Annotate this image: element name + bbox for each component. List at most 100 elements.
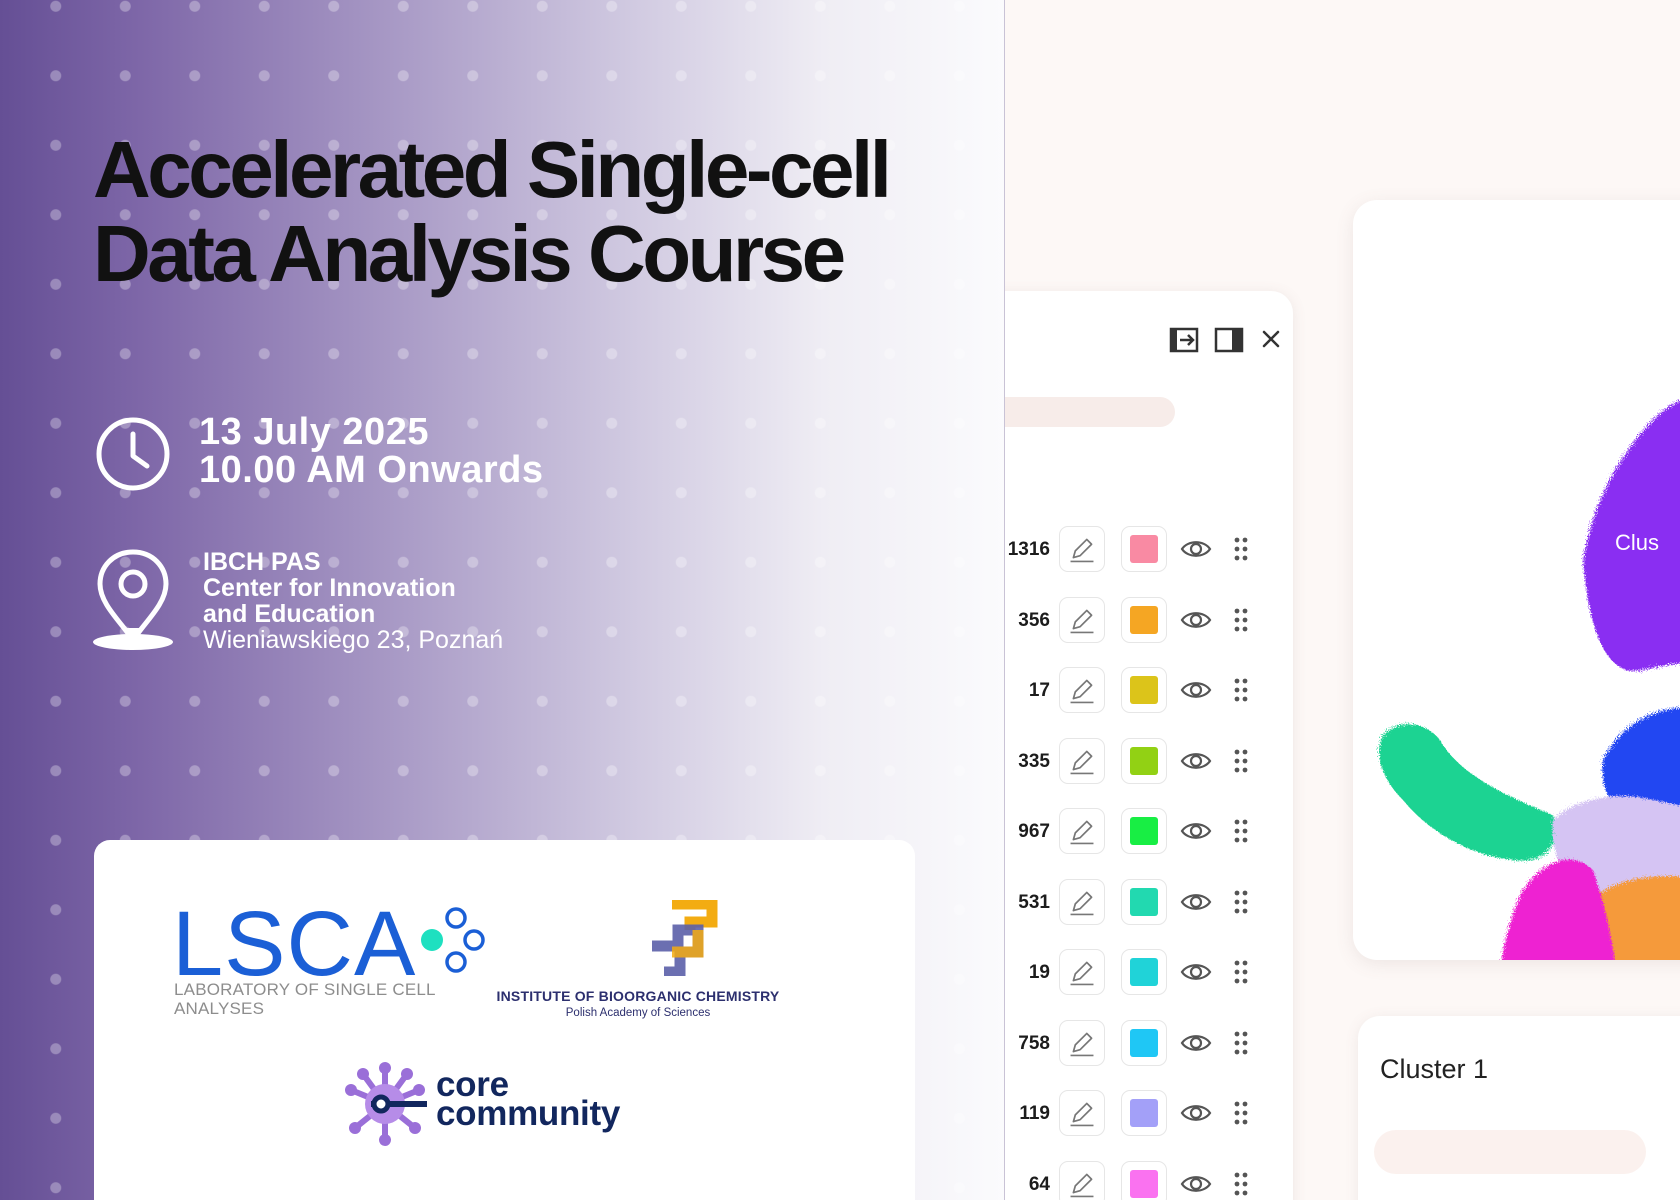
edit-cluster-button[interactable] — [1059, 878, 1105, 925]
cluster-cell-count: 17 — [1028, 680, 1050, 701]
export-icon[interactable] — [1169, 327, 1199, 353]
cluster-row[interactable]: 531 — [1005, 878, 1293, 928]
cluster-row[interactable]: 64 — [1005, 1160, 1293, 1200]
cluster-color-picker[interactable] — [1121, 1019, 1167, 1066]
sidebar-toggle-icon[interactable] — [1214, 327, 1244, 353]
cluster-info-title: Cluster 1 — [1380, 1054, 1489, 1084]
umap-plot-card: Clus — [1353, 200, 1680, 960]
cluster-info-input[interactable] — [1374, 1130, 1646, 1174]
cluster-cell-count: 356 — [1018, 609, 1050, 631]
cluster-row[interactable]: 335 — [1005, 737, 1293, 787]
drag-handle-icon[interactable] — [1233, 958, 1249, 986]
cluster-color-picker[interactable] — [1121, 596, 1167, 643]
lsca-subtitle-line2: ANALYSES — [174, 999, 265, 1018]
edit-cluster-button[interactable] — [1059, 596, 1105, 643]
edit-cluster-button[interactable] — [1059, 808, 1105, 854]
lsca-molecule-icon — [421, 907, 485, 973]
venue-center-line2: and Education — [203, 600, 376, 628]
cluster-color-swatch — [1130, 817, 1158, 845]
lsca-logo: LSCA — [172, 893, 485, 995]
drag-handle-icon[interactable] — [1233, 1029, 1249, 1057]
location-pin-icon — [93, 549, 173, 650]
cluster-row[interactable]: 967 — [1005, 807, 1293, 857]
drag-handle-icon[interactable] — [1233, 606, 1249, 634]
core-community-wordmark: core community — [436, 1067, 620, 1133]
cluster-color-swatch — [1130, 535, 1158, 563]
lsca-wordmark: LSCA — [172, 893, 417, 995]
pencil-icon — [1070, 1173, 1094, 1197]
cluster-color-swatch — [1130, 746, 1158, 775]
eye-icon[interactable] — [1179, 1099, 1213, 1127]
cluster-color-picker[interactable] — [1121, 1090, 1167, 1136]
ibch-name: INSTITUTE OF BIOORGANIC CHEMISTRY — [496, 988, 780, 1004]
partner-logos-card: LSCA LABORATORY OF SINGLE CELL ANALYSES … — [94, 840, 915, 1200]
cluster-color-swatch — [1130, 958, 1158, 986]
cluster-row[interactable]: 17 — [1005, 666, 1293, 716]
cluster-list-panel: 1316 356 17 335 967 531 19 758 119 64 — [1005, 291, 1293, 1200]
lsca-subtitle: LABORATORY OF SINGLE CELL ANALYSES — [174, 980, 436, 1018]
cluster-color-picker[interactable] — [1121, 808, 1167, 854]
search-bar-placeholder[interactable] — [1005, 397, 1175, 427]
pencil-icon — [1070, 1102, 1094, 1127]
cluster-row[interactable]: 356 — [1005, 596, 1293, 646]
umap-scatter-plot[interactable] — [1353, 200, 1680, 960]
cluster-color-swatch — [1130, 1028, 1158, 1057]
eye-icon[interactable] — [1179, 817, 1213, 845]
eye-icon[interactable] — [1179, 1170, 1213, 1198]
cluster-color-picker[interactable] — [1121, 1160, 1167, 1200]
event-date-time: 10.00 AM Onwards — [199, 449, 544, 491]
cluster-cell-count: 335 — [1018, 750, 1050, 772]
drag-handle-icon[interactable] — [1233, 817, 1249, 845]
cluster-color-picker[interactable] — [1121, 526, 1167, 572]
event-date: 13 July 2025 10.00 AM Onwards — [199, 413, 544, 489]
drag-handle-icon[interactable] — [1233, 535, 1249, 563]
cluster-magenta — [1501, 859, 1615, 960]
cluster-color-picker[interactable] — [1121, 667, 1167, 713]
app-screenshot-panel: 1316 356 17 335 967 531 19 758 119 64 Clus Clu — [1005, 0, 1680, 1200]
clock-icon — [96, 417, 170, 491]
eye-icon[interactable] — [1179, 888, 1213, 916]
edit-cluster-button[interactable] — [1059, 1160, 1105, 1200]
edit-cluster-button[interactable] — [1059, 1090, 1105, 1136]
eye-icon[interactable] — [1179, 606, 1213, 634]
core-community-virus-icon — [345, 1062, 427, 1146]
venue-center-line1: Center for Innovation — [203, 574, 456, 602]
eye-icon[interactable] — [1179, 535, 1213, 563]
close-icon[interactable] — [1261, 329, 1281, 349]
cluster-color-picker[interactable] — [1121, 737, 1167, 784]
eye-icon[interactable] — [1179, 958, 1213, 986]
venue-name: IBCH PAS — [203, 548, 321, 576]
cluster-row[interactable]: 1316 — [1005, 525, 1293, 575]
cluster-cell-count: 119 — [1019, 1103, 1050, 1124]
drag-handle-icon[interactable] — [1233, 1099, 1249, 1127]
cluster-teal-green — [1379, 724, 1556, 861]
edit-cluster-button[interactable] — [1059, 526, 1105, 572]
cluster-color-picker[interactable] — [1121, 949, 1167, 995]
drag-handle-icon[interactable] — [1233, 888, 1249, 916]
cluster-color-swatch — [1130, 1169, 1158, 1198]
course-title: Accelerated Single-cell Data Analysis Co… — [93, 128, 973, 296]
community-line: community — [436, 1094, 620, 1133]
drag-handle-icon[interactable] — [1233, 676, 1249, 704]
cluster-row[interactable]: 758 — [1005, 1019, 1293, 1069]
pencil-icon — [1070, 820, 1094, 845]
eye-icon[interactable] — [1179, 747, 1213, 775]
edit-cluster-button[interactable] — [1059, 1019, 1105, 1066]
cluster-color-swatch — [1130, 1099, 1158, 1127]
pencil-icon — [1070, 1032, 1094, 1056]
edit-cluster-button[interactable] — [1059, 949, 1105, 995]
cluster-row[interactable]: 19 — [1005, 948, 1293, 998]
pencil-icon — [1070, 679, 1094, 704]
edit-cluster-button[interactable] — [1059, 737, 1105, 784]
drag-handle-icon[interactable] — [1233, 747, 1249, 775]
event-date-day: 13 July 2025 — [199, 411, 429, 453]
cluster-color-picker[interactable] — [1121, 878, 1167, 925]
eye-icon[interactable] — [1179, 1029, 1213, 1057]
cluster-plot-label: Clus — [1615, 530, 1660, 555]
pencil-icon — [1070, 538, 1094, 563]
cluster-cell-count: 64 — [1028, 1173, 1050, 1195]
cluster-row[interactable]: 119 — [1005, 1089, 1293, 1139]
eye-icon[interactable] — [1179, 676, 1213, 704]
drag-handle-icon[interactable] — [1233, 1170, 1249, 1198]
edit-cluster-button[interactable] — [1059, 667, 1105, 713]
